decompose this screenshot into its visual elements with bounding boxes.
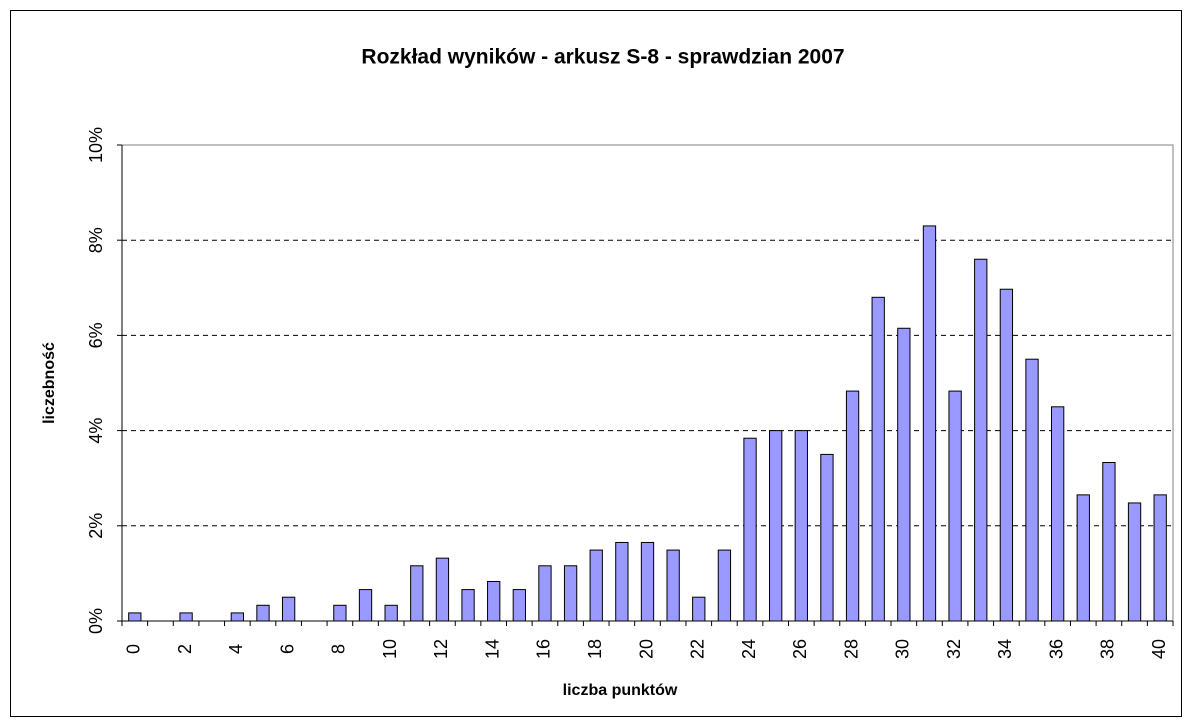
x-tick-label: 30 — [893, 639, 913, 659]
bar — [384, 604, 398, 622]
bar — [563, 565, 578, 622]
bar — [743, 437, 757, 622]
x-tick-label: 26 — [790, 639, 810, 659]
bar — [1102, 461, 1116, 622]
bar — [256, 604, 270, 622]
x-tick-label: 12 — [431, 639, 451, 659]
x-tick-label: 6 — [277, 644, 297, 654]
x-tick-label: 18 — [585, 639, 605, 659]
x-tick-label: 4 — [226, 644, 246, 654]
bar — [974, 258, 988, 622]
x-tick-label: 36 — [1046, 639, 1066, 659]
x-tick-label: 10 — [380, 639, 400, 659]
bar — [179, 612, 193, 622]
x-tick-label: 38 — [1098, 639, 1118, 659]
y-tick-label: 2% — [86, 513, 106, 539]
bar — [845, 390, 860, 622]
bar — [128, 612, 142, 622]
x-tick-label: 40 — [1149, 639, 1169, 659]
y-tick-label: 4% — [86, 418, 106, 444]
bar — [640, 541, 655, 622]
x-tick-label: 32 — [944, 639, 964, 659]
x-tick-label: 20 — [636, 639, 656, 659]
y-tick-label: 8% — [86, 227, 106, 253]
x-tick-label: 8 — [329, 644, 349, 654]
bar — [615, 541, 629, 622]
x-tick-label: 34 — [995, 639, 1015, 659]
y-tick-label: 10% — [86, 127, 106, 163]
y-tick-label: 0% — [86, 608, 106, 634]
x-tick-label: 16 — [534, 639, 554, 659]
chart-title: Rozkład wyników - arkusz S-8 - sprawdzia… — [361, 46, 844, 69]
x-tick-label: 0 — [124, 644, 144, 654]
y-tick-label: 6% — [86, 322, 106, 348]
bar — [538, 565, 552, 622]
y-axis-title: liczebność — [41, 342, 58, 424]
bar — [717, 549, 732, 622]
bar — [281, 596, 296, 622]
bar — [871, 296, 885, 622]
bar — [692, 596, 706, 622]
bar — [794, 430, 808, 622]
bar — [1153, 494, 1167, 622]
bar — [435, 557, 450, 622]
x-tick-label: 14 — [482, 639, 502, 659]
x-tick-label: 24 — [739, 639, 759, 659]
bar — [589, 549, 603, 622]
bar — [820, 453, 834, 622]
bar — [230, 612, 245, 622]
bar — [333, 604, 347, 622]
bar — [666, 549, 680, 622]
bar — [1050, 406, 1065, 622]
bar — [410, 565, 424, 622]
bar — [769, 430, 783, 622]
bar — [999, 288, 1014, 622]
bar — [1025, 358, 1039, 622]
x-tick-label: 2 — [175, 644, 195, 654]
bar — [922, 225, 937, 622]
x-tick-label: 28 — [841, 639, 861, 659]
bar — [897, 327, 911, 622]
plot-area — [121, 144, 1174, 622]
bar — [512, 589, 526, 622]
bar — [461, 589, 475, 622]
x-axis-title: liczba punktów — [563, 682, 678, 699]
bar — [1076, 494, 1090, 622]
bar — [1127, 502, 1142, 622]
bar — [948, 390, 962, 622]
bar — [487, 580, 501, 622]
x-tick-label: 22 — [688, 639, 708, 659]
bar — [358, 589, 373, 622]
